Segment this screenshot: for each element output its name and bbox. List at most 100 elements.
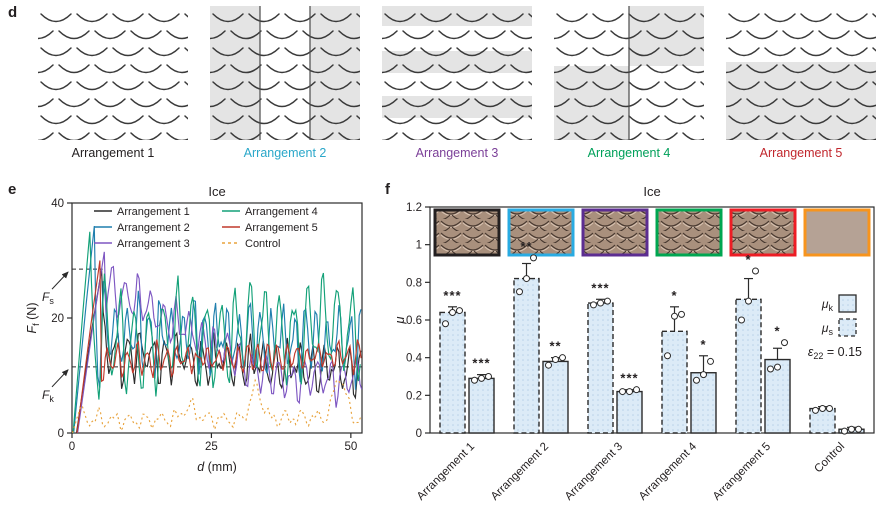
data-point (826, 405, 833, 413)
data-point (781, 339, 788, 347)
data-point (633, 386, 640, 394)
data-point (471, 376, 478, 384)
data-point (485, 373, 492, 380)
significance-stars: *** (443, 288, 461, 303)
bar-mu_k-arrangement-5: * (764, 324, 791, 434)
f-legend-swatch-mu_s (838, 318, 857, 337)
data-point (671, 312, 678, 320)
f-ytick: 0 (416, 428, 422, 440)
arrangement-pattern-2 (210, 6, 360, 140)
data-point (678, 310, 685, 318)
e-ylabel: Ff (N) (25, 303, 41, 334)
bar-mu_k-control (838, 425, 865, 435)
data-point (855, 425, 862, 433)
e-xtick: 0 (69, 441, 75, 453)
e-series-arrangement-2 (73, 225, 362, 433)
thumbnail-arrangement-1 (433, 208, 501, 257)
f-ytick: 1 (416, 240, 422, 252)
data-point (700, 371, 707, 379)
arrangement-pattern-1 (38, 6, 188, 140)
e-legend-label: Arrangement 5 (245, 222, 318, 234)
data-point (442, 320, 449, 328)
bar-mu_s-arrangement-2: ** (513, 239, 540, 434)
bar-mu_s-control (809, 405, 836, 434)
e-annotation-label-1: Fs (42, 290, 54, 306)
e-series-arrangement-5 (76, 260, 362, 433)
arrangement-cell-2: Arrangement 2 (210, 6, 360, 160)
f-ylabel: μ (396, 316, 407, 324)
data-point (841, 427, 848, 435)
data-point (478, 374, 485, 382)
arrangement-label-5: Arrangement 5 (759, 146, 843, 160)
e-series-arrangement-4 (72, 231, 361, 433)
data-point (590, 301, 597, 309)
f-ytick: 0.6 (406, 315, 422, 327)
arrangement-label-4: Arrangement 4 (587, 146, 671, 160)
e-ytick: 0 (58, 428, 64, 440)
arrangement-label-2: Arrangement 2 (243, 146, 327, 160)
significance-stars: *** (620, 371, 638, 386)
bar-mu_k-arrangement-1: *** (468, 356, 495, 434)
f-category-label: Arrangement 5 (711, 441, 773, 503)
arrangement-label-1: Arrangement 1 (71, 146, 155, 160)
arrangement-cell-4: Arrangement 4 (554, 6, 704, 160)
f-title: Ice (643, 184, 660, 199)
arrangement-pattern-4 (554, 6, 704, 140)
thumbnail-arrangement-5 (729, 208, 797, 257)
data-point (664, 352, 671, 360)
significance-stars: ** (549, 339, 561, 354)
data-point (523, 275, 530, 283)
data-point (516, 288, 523, 296)
data-point (552, 356, 559, 364)
bar-mu_s-arrangement-4: * (661, 288, 688, 434)
f-category-label: Arrangement 2 (489, 441, 551, 503)
data-point (752, 267, 759, 275)
data-point (848, 425, 855, 433)
f-category-label: Arrangement 1 (415, 441, 477, 503)
significance-stars: * (745, 252, 751, 267)
data-point (456, 307, 463, 315)
data-point (738, 316, 745, 324)
data-point (745, 297, 752, 305)
e-xlabel: d (mm) (197, 460, 237, 474)
thumbnail-arrangement-4 (655, 208, 723, 257)
arrangement-cell-3: Arrangement 3 (382, 6, 532, 160)
arrangement-pattern-5 (726, 6, 876, 140)
f-category-label: Arrangement 4 (637, 440, 700, 503)
data-point (559, 354, 566, 362)
f-category-label: Arrangement 3 (563, 441, 625, 503)
e-series-control (72, 378, 362, 433)
e-title: Ice (208, 184, 225, 199)
data-point (530, 254, 537, 262)
f-ytick: 0.2 (406, 390, 422, 402)
data-point (707, 357, 714, 365)
significance-stars: * (700, 337, 706, 352)
f-legend-label-mu_k: μk (821, 297, 834, 313)
f-legend-label-mu_s: μs (821, 321, 834, 337)
data-point (819, 405, 826, 413)
data-point (449, 308, 456, 316)
e-legend-label: Arrangement 3 (117, 238, 190, 250)
e-legend-label: Control (245, 238, 280, 250)
e-legend-label: Arrangement 4 (245, 206, 318, 218)
bar-mu_s-arrangement-1: *** (439, 288, 466, 434)
f-category-label: Control (812, 441, 847, 476)
data-point (774, 363, 781, 371)
arrangement-pattern-3 (382, 6, 532, 140)
thumbnail-arrangement-2 (507, 208, 575, 257)
data-point (597, 299, 604, 307)
thumbnail-arrangement-3 (581, 208, 649, 257)
f-legend-swatch-mu_k (838, 294, 857, 313)
e-xtick: 50 (344, 441, 357, 453)
significance-stars: ** (520, 239, 532, 254)
e-xtick: 25 (205, 441, 218, 453)
bar-mu_k-arrangement-2: ** (542, 339, 569, 434)
data-point (619, 388, 626, 396)
f-strain-label: ε22 = 0.15 (808, 345, 862, 361)
arrangement-cell-5: Arrangement 5 (726, 6, 876, 160)
data-point (626, 388, 633, 396)
significance-stars: *** (472, 356, 490, 371)
significance-stars: * (774, 324, 780, 339)
e-ytick: 40 (51, 198, 64, 210)
